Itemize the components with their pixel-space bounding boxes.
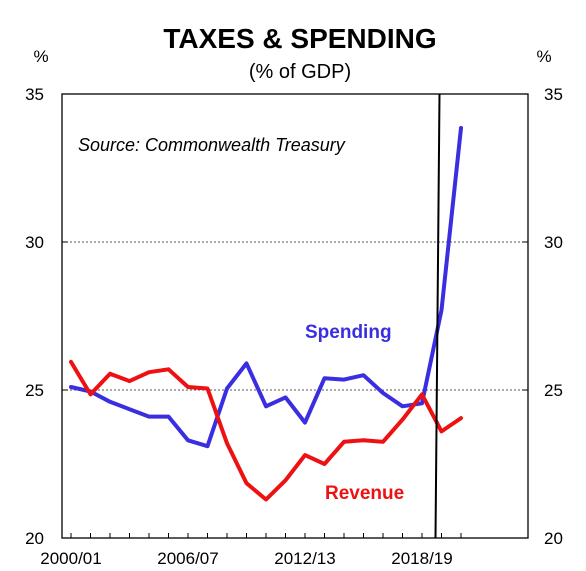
y-tick-label-right: 20 — [544, 529, 563, 548]
chart-subtitle: (% of GDP) — [249, 61, 351, 83]
series-lines — [69, 126, 463, 502]
plot-frame — [61, 93, 529, 539]
tick-labels: 20 20 25 25 30 30 35 35 2000/01 2006/07 2012/13 201… — [25, 85, 563, 568]
y-tick-label-left: 25 — [25, 381, 44, 400]
y-tick-label-right: 35 — [544, 85, 563, 104]
y-tick-label-left: 20 — [25, 529, 44, 548]
revenue-line — [69, 359, 463, 502]
spending-line — [69, 126, 463, 449]
chart-title: TAXES & SPENDING — [163, 23, 436, 54]
x-tick-label: 2006/07 — [157, 549, 218, 568]
left-axis-unit: % — [33, 47, 48, 66]
y-tick-label-right: 25 — [544, 381, 563, 400]
x-tick-label: 2012/13 — [274, 549, 335, 568]
y-tick-label-right: 30 — [544, 233, 563, 252]
right-axis-unit: % — [536, 47, 551, 66]
y-tick-label-left: 35 — [25, 85, 44, 104]
spending-series-label: Spending — [305, 322, 392, 343]
revenue-series-label: Revenue — [325, 483, 404, 504]
source-note: Source: Commonwealth Treasury — [78, 135, 346, 155]
axis-ticks — [62, 93, 528, 539]
gridlines — [62, 241, 528, 391]
vertical-marker-line — [434, 93, 441, 539]
x-tick-label: 2018/19 — [391, 549, 452, 568]
x-tick-label: 2000/01 — [40, 549, 101, 568]
y-tick-label-left: 30 — [25, 233, 44, 252]
